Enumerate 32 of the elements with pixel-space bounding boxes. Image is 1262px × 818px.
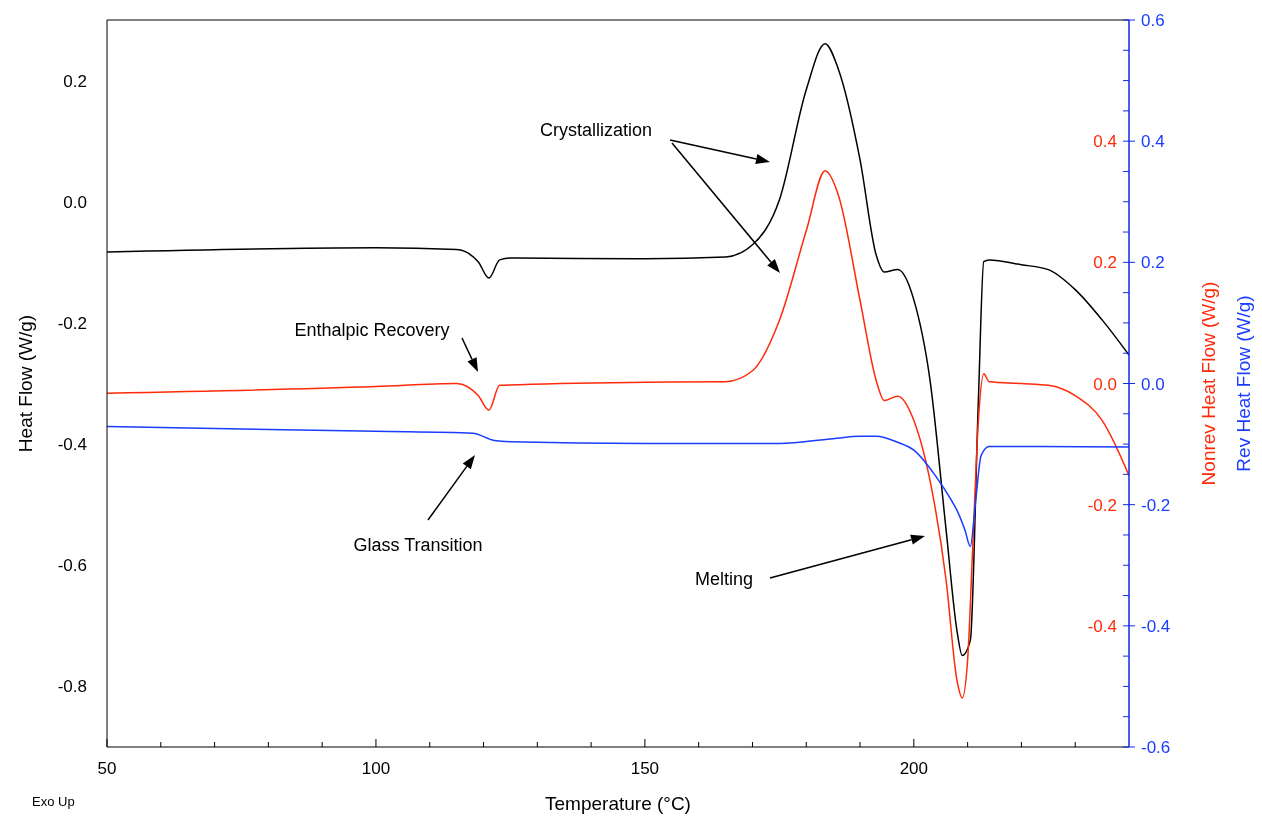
text: Exo Up	[32, 794, 75, 809]
y2-tick-label: -0.4	[1087, 616, 1117, 636]
y-tick-label: 0.2	[63, 71, 87, 91]
y-tick-label: -0.8	[57, 677, 87, 697]
y3-axis-title: Rev Heat Flow (W/g)	[1233, 295, 1254, 472]
y3-tick-label: 0.4	[1141, 132, 1165, 152]
y2-tick-label: -0.2	[1087, 495, 1117, 515]
line-series	[107, 170, 1129, 699]
x-tick-label: 50	[97, 759, 117, 778]
y3-tick-label: 0.6	[1141, 11, 1165, 30]
y3-tick-label: 0.2	[1141, 253, 1165, 273]
x-axis-title: Temperature (°C)	[545, 793, 691, 814]
y-tick-label: -0.6	[57, 556, 87, 576]
x-tick-label: 150	[630, 759, 660, 778]
annotation: Enthalpic Recovery	[294, 320, 450, 340]
annotation: Glass Transition	[353, 535, 483, 555]
x-tick-label: 200	[899, 759, 929, 778]
annotation: Melting	[694, 569, 754, 589]
y-tick-label: -0.4	[57, 435, 87, 455]
y2-tick-label: 0.0	[1093, 374, 1117, 394]
y-axis-title: Heat Flow (W/g)	[15, 314, 36, 453]
annotation: Crystallization	[539, 120, 653, 140]
y3-tick-label: -0.2	[1141, 495, 1171, 515]
y3-tick-label: -0.6	[1141, 738, 1171, 757]
y-tick-label: -0.2	[57, 313, 87, 333]
y2-tick-label: 0.4	[1093, 132, 1117, 152]
y3-tick-label: -0.4	[1141, 616, 1171, 636]
y2-tick-label: 0.2	[1093, 253, 1117, 273]
y-tick-label: 0.0	[63, 192, 87, 212]
y3-tick-label: 0.0	[1141, 374, 1165, 394]
y2-axis-title: Nonrev Heat Flow (W/g)	[1198, 281, 1219, 486]
x-tick-label: 100	[361, 759, 391, 778]
